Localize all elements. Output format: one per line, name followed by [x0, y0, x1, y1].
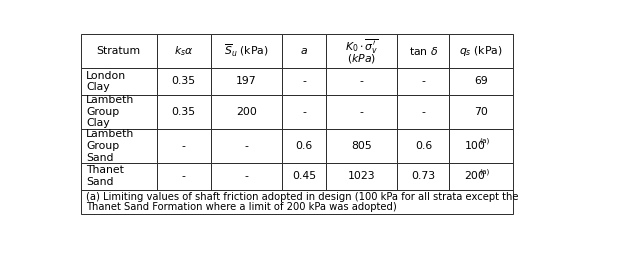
Text: 197: 197	[236, 76, 256, 86]
Bar	[156, 68, 211, 95]
Bar	[450, 129, 513, 163]
Bar	[326, 163, 397, 189]
Bar	[156, 34, 211, 68]
Text: $K_0 \cdot \overline{\sigma_v^{\prime}}$: $K_0 \cdot \overline{\sigma_v^{\prime}}$	[345, 38, 379, 56]
Bar	[282, 129, 326, 163]
Text: tan $\delta$: tan $\delta$	[409, 45, 438, 57]
Bar	[81, 34, 156, 68]
Text: 1023: 1023	[348, 171, 376, 181]
Bar	[81, 189, 513, 214]
Bar	[326, 68, 397, 95]
Bar	[211, 95, 282, 129]
Text: Lambeth
Group
Sand: Lambeth Group Sand	[86, 129, 134, 163]
Bar	[397, 163, 450, 189]
Text: -: -	[182, 171, 186, 181]
Text: Lambeth
Group
Clay: Lambeth Group Clay	[86, 95, 134, 128]
Bar	[156, 95, 211, 129]
Text: 69: 69	[474, 76, 488, 86]
Text: 805: 805	[351, 141, 372, 151]
Text: 100: 100	[465, 141, 486, 151]
Bar	[326, 129, 397, 163]
Text: 0.6: 0.6	[415, 141, 432, 151]
Bar	[156, 163, 211, 189]
Bar	[450, 68, 513, 95]
Text: 0.73: 0.73	[411, 171, 435, 181]
Bar	[450, 163, 513, 189]
Text: -: -	[422, 107, 425, 117]
Bar	[211, 68, 282, 95]
Text: 0.35: 0.35	[171, 107, 196, 117]
Text: 0.35: 0.35	[171, 76, 196, 86]
Bar	[81, 129, 156, 163]
Text: 70: 70	[474, 107, 488, 117]
Bar	[211, 163, 282, 189]
Text: $a$: $a$	[300, 46, 308, 56]
Text: 0.45: 0.45	[292, 171, 316, 181]
Bar	[450, 34, 513, 68]
Bar	[282, 34, 326, 68]
Text: (a): (a)	[480, 168, 490, 175]
Bar	[450, 95, 513, 129]
Bar	[282, 68, 326, 95]
Text: $(kPa)$: $(kPa)$	[347, 52, 376, 65]
Text: Stratum: Stratum	[97, 46, 141, 56]
Text: Thanet Sand Formation where a limit of 200 kPa was adopted): Thanet Sand Formation where a limit of 2…	[86, 202, 397, 212]
Bar	[397, 95, 450, 129]
Text: $k_s\alpha$: $k_s\alpha$	[174, 44, 194, 58]
Text: -: -	[302, 107, 306, 117]
Text: -: -	[244, 171, 248, 181]
Text: -: -	[422, 76, 425, 86]
Bar	[156, 129, 211, 163]
Bar	[326, 95, 397, 129]
Text: London
Clay: London Clay	[86, 71, 126, 92]
Text: -: -	[302, 76, 306, 86]
Text: $q_s$ (kPa): $q_s$ (kPa)	[460, 44, 503, 58]
Text: Thanet
Sand: Thanet Sand	[86, 165, 124, 187]
Bar	[397, 129, 450, 163]
Text: 0.6: 0.6	[296, 141, 312, 151]
Text: (a): (a)	[480, 138, 490, 144]
Text: (a) Limiting values of shaft friction adopted in design (100 kPa for all strata : (a) Limiting values of shaft friction ad…	[86, 192, 519, 202]
Bar	[397, 68, 450, 95]
Bar	[211, 129, 282, 163]
Text: 200: 200	[236, 107, 256, 117]
Text: -: -	[360, 76, 364, 86]
Bar	[282, 163, 326, 189]
Text: -: -	[360, 107, 364, 117]
Bar	[81, 163, 156, 189]
Bar	[282, 95, 326, 129]
Bar	[397, 34, 450, 68]
Text: $\overline{S}_{u}$ (kPa): $\overline{S}_{u}$ (kPa)	[224, 43, 269, 60]
Text: -: -	[182, 141, 186, 151]
Bar	[81, 95, 156, 129]
Text: 200: 200	[465, 171, 486, 181]
Bar	[326, 34, 397, 68]
Bar	[81, 68, 156, 95]
Text: -: -	[244, 141, 248, 151]
Bar	[211, 34, 282, 68]
